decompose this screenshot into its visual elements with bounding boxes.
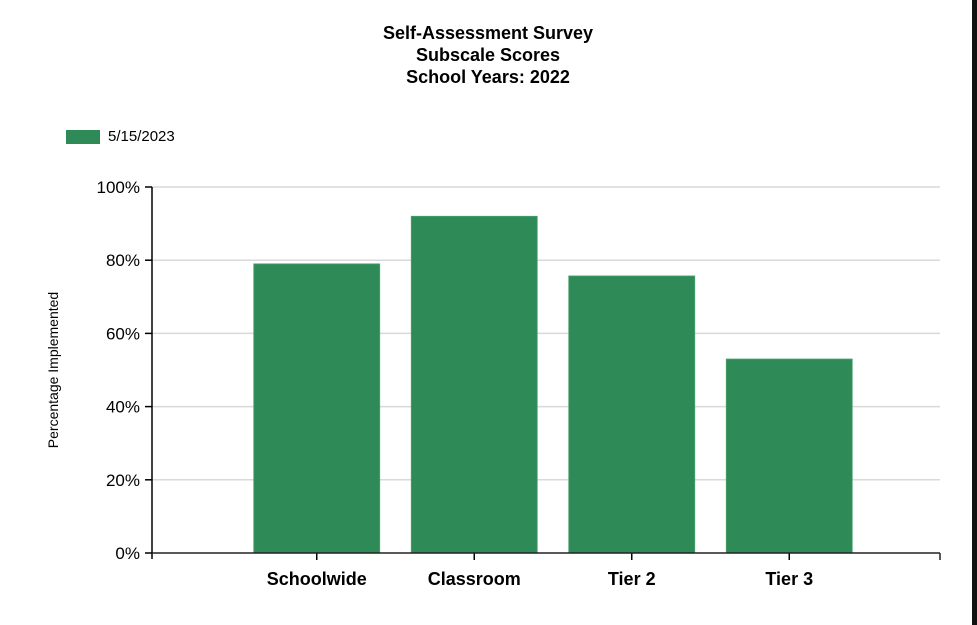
frame-border [972,0,977,625]
bar-classroom [410,215,538,554]
title-line-3: School Years: 2022 [406,67,570,87]
x-category-label: Tier 3 [765,569,813,589]
y-tick-label: 40% [106,398,140,417]
title-line-1: Self-Assessment Survey [382,23,594,43]
bar-tier-2 [568,275,696,554]
bar-tier-3 [725,358,853,554]
chart-title: Self-Assessment Survey Subscale Scores S… [288,22,688,88]
x-category-label: Schoolwide [267,569,367,589]
bar-schoolwide [253,263,381,554]
x-category-label: Tier 2 [608,569,656,589]
legend: 5/15/2023 [66,128,175,145]
legend-swatch [66,129,100,144]
x-category-label: Classroom [428,569,521,589]
y-tick-label: 0% [115,544,140,563]
y-tick-label: 80% [106,251,140,270]
y-tick-label: 100% [97,178,140,197]
title-line-2: Subscale Scores [415,45,561,65]
y-tick-label: 60% [106,324,140,343]
legend-label: 5/15/2023 [108,128,175,145]
y-tick-label: 20% [106,471,140,490]
